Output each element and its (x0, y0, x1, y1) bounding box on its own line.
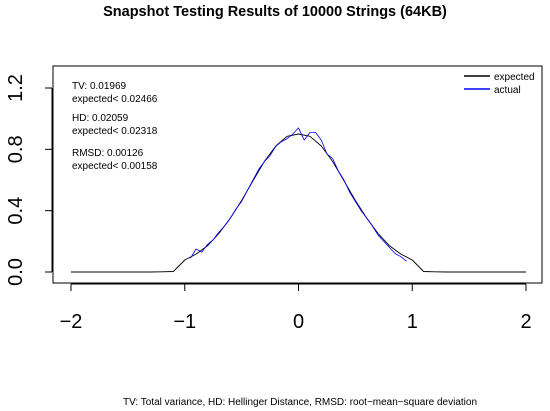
x-tick-label: 1 (407, 311, 418, 333)
chart-caption: TV: Total variance, HD: Hellinger Distan… (123, 397, 477, 408)
legend: expected actual (464, 72, 535, 96)
chart-title: Snapshot Testing Results of 10000 String… (103, 4, 447, 20)
series-line-expected (71, 133, 526, 273)
x-tick-label: −1 (173, 311, 196, 333)
y-axis: 0.0 0.4 0.8 1.2 (5, 74, 53, 286)
stat-rmsd-expected: expected< 0.00158 (72, 161, 158, 172)
x-tick-label: 0 (293, 311, 304, 333)
x-tick-label: −2 (60, 311, 83, 333)
stat-rmsd-line: RMSD: 0.00126 (72, 148, 144, 159)
legend-label-expected: expected (494, 72, 535, 83)
x-axis: −2 −1 0 1 2 (60, 283, 532, 333)
stat-hd-line: HD: 0.02059 (72, 113, 129, 124)
y-tick-label: 0.0 (5, 258, 27, 286)
stat-tv-line: TV: 0.01969 (72, 81, 127, 92)
stats-box: TV: 0.01969 expected< 0.02466 HD: 0.0205… (72, 81, 158, 172)
x-tick-label: 2 (520, 311, 531, 333)
y-tick-label: 1.2 (5, 74, 27, 102)
y-tick-label: 0.4 (5, 197, 27, 225)
series-line-actual (190, 127, 407, 262)
y-tick-label: 0.8 (5, 135, 27, 163)
legend-label-actual: actual (494, 85, 521, 96)
stat-hd-expected: expected< 0.02318 (72, 126, 158, 137)
series-layer (71, 127, 526, 273)
plot-frame (52, 65, 543, 284)
stat-tv-expected: expected< 0.02466 (72, 94, 158, 105)
